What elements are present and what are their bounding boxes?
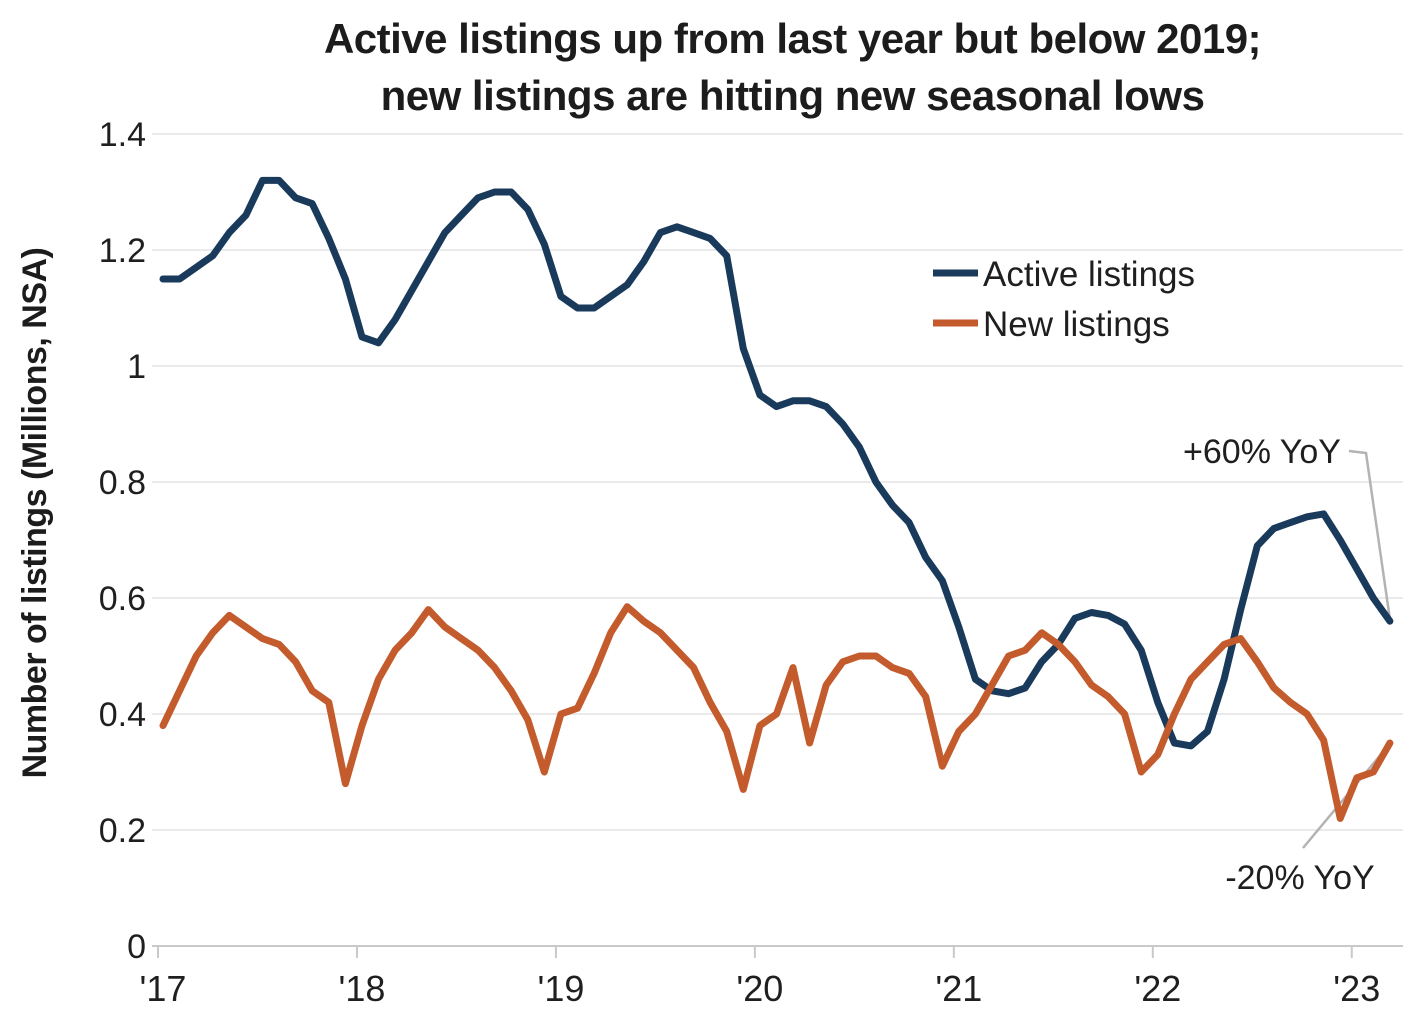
y-tick-label: 0.2 — [99, 812, 146, 850]
new-listings-line — [159, 603, 1394, 822]
x-tick-label: '17 — [140, 968, 187, 1009]
annotation-callouts — [1302, 449, 1392, 849]
chart-title: Active listings up from last year but be… — [165, 10, 1420, 124]
x-tick-label: '20 — [736, 968, 783, 1009]
active-listings-line — [159, 176, 1394, 750]
y-tick-label: 1.4 — [99, 116, 146, 154]
x-tick-label: '22 — [1134, 968, 1181, 1009]
gridlines — [152, 133, 1403, 831]
legend-label-new-listings: New listings — [983, 305, 1170, 344]
chart-title-line1: Active listings up from last year but be… — [323, 15, 1262, 62]
y-tick-label: 0.4 — [99, 696, 146, 734]
x-tick-label: '18 — [338, 968, 385, 1009]
x-tick-label: '19 — [537, 968, 584, 1009]
y-tick-label: 0 — [127, 928, 146, 966]
x-tick-label: '23 — [1333, 968, 1380, 1009]
annotation-active-yoy: +60% YoY — [1183, 433, 1341, 471]
y-tick-label: 0.6 — [99, 580, 146, 618]
y-tick-label: 1.2 — [99, 232, 146, 270]
y-tick-label: 0.8 — [99, 464, 146, 502]
annotation-new-yoy: -20% YoY — [1225, 859, 1374, 897]
chart-title-line2: new listings are hitting new seasonal lo… — [380, 72, 1205, 119]
x-axis — [152, 945, 1403, 958]
axis-labels: '17 '18 '19 '20 '21 '22 '23 1.4 1.2 1 0.8 0.6 0.4 0.2… — [99, 116, 1380, 1009]
legend: Active listings New listings — [933, 255, 1195, 344]
legend-label-active-listings: Active listings — [983, 255, 1195, 294]
x-tick-label: '21 — [935, 968, 982, 1009]
y-tick-label: 1 — [127, 348, 146, 386]
callout-line-active — [1348, 449, 1392, 620]
data-series — [159, 176, 1394, 822]
